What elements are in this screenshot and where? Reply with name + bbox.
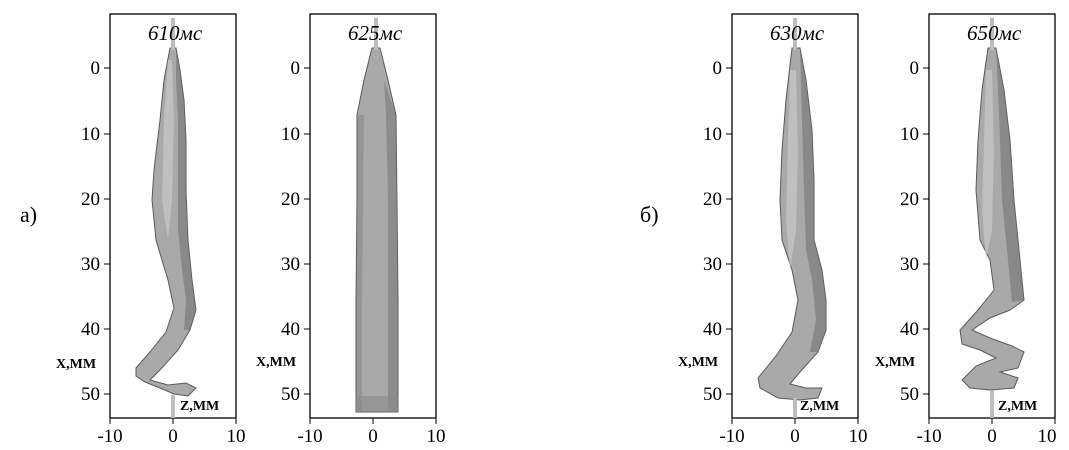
panel-610ms: 610мс 0 10 20 30 40 50 -10 0 10 X,ММ Z,М… xyxy=(56,13,246,447)
panel-625ms: 625мс 0 10 20 30 40 50 -10 0 10 X,ММ xyxy=(256,13,446,447)
x-axis-label: X,ММ xyxy=(256,355,296,370)
y-tick-label: 30 xyxy=(900,254,919,275)
y-tick-label: 50 xyxy=(900,384,919,405)
jet-tail xyxy=(793,398,797,418)
y-tick-label: 30 xyxy=(281,254,300,275)
jet-tail xyxy=(171,395,175,418)
z-ticks: -10 0 10 xyxy=(916,418,1057,447)
z-ticks: -10 0 10 xyxy=(297,418,446,447)
jet-shadow-left xyxy=(356,115,364,412)
x-axis-label: X,ММ xyxy=(875,355,915,370)
y-tick-label: 20 xyxy=(900,189,919,210)
z-tick-label: -10 xyxy=(916,426,941,447)
nozzle xyxy=(171,18,175,50)
z-axis-label: Z,ММ xyxy=(800,399,839,414)
y-tick-label: 20 xyxy=(703,189,722,210)
panel-650ms: 650мс 0 10 20 30 40 50 -10 0 10 X,ММ Z,М… xyxy=(875,13,1057,447)
y-tick-label: 10 xyxy=(900,124,919,145)
x-axis-label: X,ММ xyxy=(678,355,718,370)
jet-shadow xyxy=(176,48,196,330)
z-tick-label: 10 xyxy=(1038,426,1057,447)
y-ticks: 0 10 20 30 40 50 xyxy=(281,58,310,405)
nozzle xyxy=(793,18,797,50)
panel-630ms: 630мс 0 10 20 30 40 50 -10 0 10 X,ММ Z,М… xyxy=(678,13,868,447)
y-tick-label: 40 xyxy=(900,319,919,340)
y-tick-label: 0 xyxy=(713,58,723,79)
jet-tail xyxy=(990,390,994,418)
y-tick-label: 40 xyxy=(81,319,100,340)
nozzle xyxy=(990,18,994,50)
z-tick-label: -10 xyxy=(719,426,744,447)
z-tick-label: 10 xyxy=(427,426,446,447)
jet-shadow xyxy=(800,48,826,352)
y-tick-label: 30 xyxy=(703,254,722,275)
jet-shadow xyxy=(996,48,1024,302)
y-tick-label: 20 xyxy=(281,189,300,210)
y-tick-label: 50 xyxy=(81,384,100,405)
y-ticks: 0 10 20 30 40 50 xyxy=(900,58,929,405)
y-tick-label: 50 xyxy=(703,384,722,405)
nozzle xyxy=(374,18,378,50)
y-ticks: 0 10 20 30 40 50 xyxy=(703,58,732,405)
jet-shadow xyxy=(384,80,398,412)
y-tick-label: 50 xyxy=(281,384,300,405)
z-ticks: -10 0 10 xyxy=(719,418,868,447)
z-axis-label: Z,ММ xyxy=(180,399,219,414)
y-tick-label: 0 xyxy=(91,58,101,79)
jet-base xyxy=(356,396,398,412)
y-tick-label: 10 xyxy=(703,124,722,145)
y-tick-label: 30 xyxy=(81,254,100,275)
x-axis-label: X,ММ xyxy=(56,357,96,372)
y-tick-label: 40 xyxy=(281,319,300,340)
z-tick-label: -10 xyxy=(297,426,322,447)
jet-highlight xyxy=(982,70,994,260)
jet-highlight xyxy=(786,70,798,270)
z-tick-label: 0 xyxy=(168,426,178,447)
y-tick-label: 40 xyxy=(703,319,722,340)
z-tick-label: 10 xyxy=(849,426,868,447)
y-tick-label: 10 xyxy=(281,124,300,145)
y-tick-label: 0 xyxy=(291,58,301,79)
time-label: 630мс xyxy=(770,21,825,45)
time-label: 650мс xyxy=(967,21,1022,45)
z-tick-label: -10 xyxy=(97,426,122,447)
z-ticks: -10 0 10 xyxy=(97,418,246,447)
part-label-b: б) xyxy=(640,202,659,227)
y-tick-label: 20 xyxy=(81,189,100,210)
y-tick-label: 0 xyxy=(910,58,920,79)
time-label: 610мс xyxy=(148,21,203,45)
time-label: 625мс xyxy=(348,21,403,45)
jet-highlight xyxy=(162,60,174,240)
y-tick-label: 10 xyxy=(81,124,100,145)
z-tick-label: 0 xyxy=(987,426,997,447)
y-ticks: 0 10 20 30 40 50 xyxy=(81,58,110,405)
z-tick-label: 0 xyxy=(790,426,800,447)
z-tick-label: 0 xyxy=(368,426,378,447)
part-label-a: а) xyxy=(20,202,37,227)
z-tick-label: 10 xyxy=(227,426,246,447)
z-axis-label: Z,ММ xyxy=(998,399,1037,414)
